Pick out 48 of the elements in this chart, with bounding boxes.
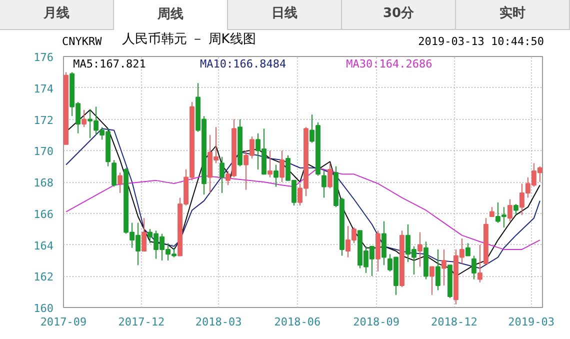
y-tick-label: 170 <box>34 145 54 158</box>
x-tick-label: 2018-12 <box>431 316 478 328</box>
candlestick <box>513 203 518 216</box>
candlestick <box>82 109 87 128</box>
text: MA10:166.8484 <box>200 58 286 70</box>
text: 月线 <box>0 0 114 30</box>
x-tick-label: 2017-09 <box>40 316 87 328</box>
candlestick <box>477 244 482 283</box>
y-tick-label: 172 <box>34 114 54 127</box>
candlestick <box>268 150 272 178</box>
y-tick-label: 168 <box>34 176 54 190</box>
text: MA30:164.2686 <box>346 58 432 70</box>
text: 实时 <box>456 0 570 30</box>
candlestick <box>441 248 446 286</box>
candlestick <box>429 266 434 296</box>
candlestick <box>112 160 117 188</box>
text: 2019-03-13 10:44:50 <box>418 34 544 50</box>
y-tick-label: 160 <box>34 302 54 315</box>
candlestick <box>280 150 284 182</box>
x-tick-label: 2017-12 <box>118 316 165 328</box>
text: 30分 <box>342 0 456 30</box>
y-tick-label: 164 <box>34 239 54 252</box>
candlestick <box>382 220 386 266</box>
candlestick <box>322 170 326 198</box>
candlestick <box>328 162 332 189</box>
candlestick <box>274 164 278 188</box>
text: 日线 <box>228 0 342 30</box>
y-tick-label: 166 <box>34 208 54 221</box>
candlestick <box>507 198 512 222</box>
x-tick-label: 2018-03 <box>195 316 242 328</box>
candlestick <box>220 156 224 194</box>
candlestick <box>417 232 422 268</box>
candlestick <box>435 248 440 291</box>
text: MA5:167.821 <box>73 58 146 70</box>
candlestick <box>142 218 147 252</box>
chart-subtitle: CNYKRW <box>62 34 102 50</box>
y-tick-label: 162 <box>34 270 54 284</box>
x-tick-label: 2019-03 <box>508 316 555 328</box>
candlestick <box>471 255 476 280</box>
chart-title: 人民币韩元 － 周K线图 <box>122 31 256 49</box>
candlestick <box>118 172 123 194</box>
text: 周线 <box>114 0 228 30</box>
x-tick-label: 2018-06 <box>274 316 321 328</box>
candlestick <box>465 242 470 256</box>
y-tick-label: 176 <box>34 51 54 64</box>
y-tick-label: 174 <box>34 82 54 96</box>
x-tick-label: 2018-09 <box>353 316 400 328</box>
candlestick <box>489 206 494 218</box>
